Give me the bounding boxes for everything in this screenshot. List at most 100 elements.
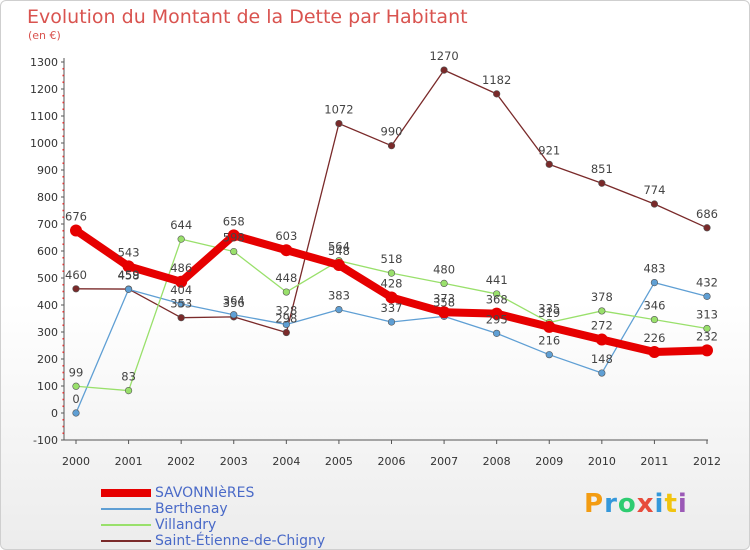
data-label: 598 [223, 231, 245, 245]
data-point [703, 324, 711, 333]
data-point [230, 247, 238, 256]
x-tick-label: 2004 [272, 455, 300, 468]
x-tick-label: 2007 [430, 455, 458, 468]
y-minor-dot [62, 216, 65, 219]
data-label: 676 [65, 209, 87, 223]
data-label: 335 [538, 302, 560, 316]
y-minor-dot [62, 364, 65, 367]
y-minor-dot [62, 101, 65, 104]
data-label: 313 [696, 307, 718, 321]
y-minor-dot [62, 263, 65, 266]
y-minor-dot [62, 290, 65, 293]
data-point [280, 244, 293, 257]
x-tick-label: 2011 [640, 455, 668, 468]
legend-item: Saint-Étienne-de-Chigny [101, 533, 325, 549]
y-tick-label: 1200 [30, 83, 58, 96]
x-tick-label: 2000 [62, 455, 90, 468]
data-point [177, 235, 185, 243]
data-point [230, 311, 238, 319]
y-minor-dot [62, 371, 65, 374]
data-point [648, 345, 661, 358]
y-minor-dot [62, 391, 65, 394]
data-point [72, 382, 80, 390]
y-minor-dot [62, 425, 65, 428]
data-point [177, 314, 185, 322]
y-tick-label: 800 [37, 191, 58, 204]
data-point [385, 291, 398, 304]
data-label: 358 [433, 295, 455, 309]
x-tick-label: 2006 [378, 455, 406, 468]
data-label: 346 [643, 299, 665, 313]
legend-label: Berthenay [155, 501, 228, 517]
y-minor-dot [62, 202, 65, 205]
data-label: 543 [118, 245, 140, 259]
y-minor-dot [62, 162, 65, 165]
y-tick-label: 1300 [30, 56, 58, 69]
data-label: 603 [275, 229, 297, 243]
data-label: 644 [170, 218, 192, 232]
data-point [440, 279, 448, 288]
data-label: 216 [538, 334, 560, 348]
y-minor-dot [62, 121, 65, 124]
data-point [703, 224, 711, 232]
chart-subtitle: (en €) [28, 29, 61, 42]
data-label: 483 [643, 262, 665, 276]
data-point [335, 119, 343, 128]
data-point [124, 386, 133, 395]
data-point [598, 179, 606, 187]
y-tick-label: 700 [37, 218, 58, 231]
proxiti-logo: Proxiti [584, 489, 688, 519]
data-label: 378 [591, 290, 613, 304]
legend-label: SAVONNIèRES [155, 485, 255, 501]
y-minor-dot [62, 418, 65, 421]
legend-label: Saint-Étienne-de-Chigny [155, 533, 326, 549]
y-minor-dot [62, 398, 65, 401]
logo-letter: o [617, 489, 637, 519]
x-tick-label: 2009 [535, 455, 563, 468]
y-minor-dot [62, 189, 65, 192]
data-label: 441 [486, 273, 508, 287]
y-minor-dot [62, 182, 65, 185]
data-point [490, 307, 503, 320]
data-label: 83 [121, 370, 136, 384]
x-tick-label: 2010 [588, 455, 616, 468]
data-label: 458 [118, 268, 140, 282]
chart-title: Evolution du Montant de la Dette par Hab… [27, 6, 468, 28]
y-minor-dot [62, 317, 65, 320]
logo-letter: r [604, 489, 618, 519]
y-tick-label: 1100 [30, 110, 58, 123]
legend-item: Villandry [101, 517, 325, 533]
data-point [72, 409, 80, 417]
y-minor-dot [62, 94, 65, 97]
data-point [545, 351, 553, 359]
data-point [122, 260, 135, 273]
data-label: 373 [433, 291, 455, 305]
data-label: 99 [69, 365, 84, 379]
data-label: 337 [381, 301, 403, 315]
y-tick-label: 300 [37, 326, 58, 339]
data-label: 774 [643, 183, 665, 197]
data-label: 448 [275, 271, 297, 285]
y-tick-label: 400 [37, 299, 58, 312]
data-label: 460 [65, 268, 87, 282]
y-minor-dot [62, 148, 65, 151]
y-minor-dot [62, 337, 65, 340]
data-point [703, 292, 711, 300]
x-tick-label: 2005 [325, 455, 353, 468]
y-minor-dot [62, 432, 65, 435]
data-label: 459 [118, 268, 140, 282]
data-point [227, 229, 240, 242]
data-point [70, 224, 82, 237]
y-minor-dot [62, 108, 65, 111]
y-minor-dot [62, 344, 65, 347]
y-minor-dot [62, 283, 65, 286]
x-tick-label: 2003 [220, 455, 248, 468]
y-minor-dot [62, 256, 65, 259]
data-point [545, 160, 553, 168]
y-tick-label: 1000 [30, 137, 58, 150]
data-label: 295 [486, 312, 508, 326]
data-label: 368 [486, 293, 508, 307]
data-label: 226 [643, 331, 665, 345]
data-label: 232 [696, 329, 718, 343]
